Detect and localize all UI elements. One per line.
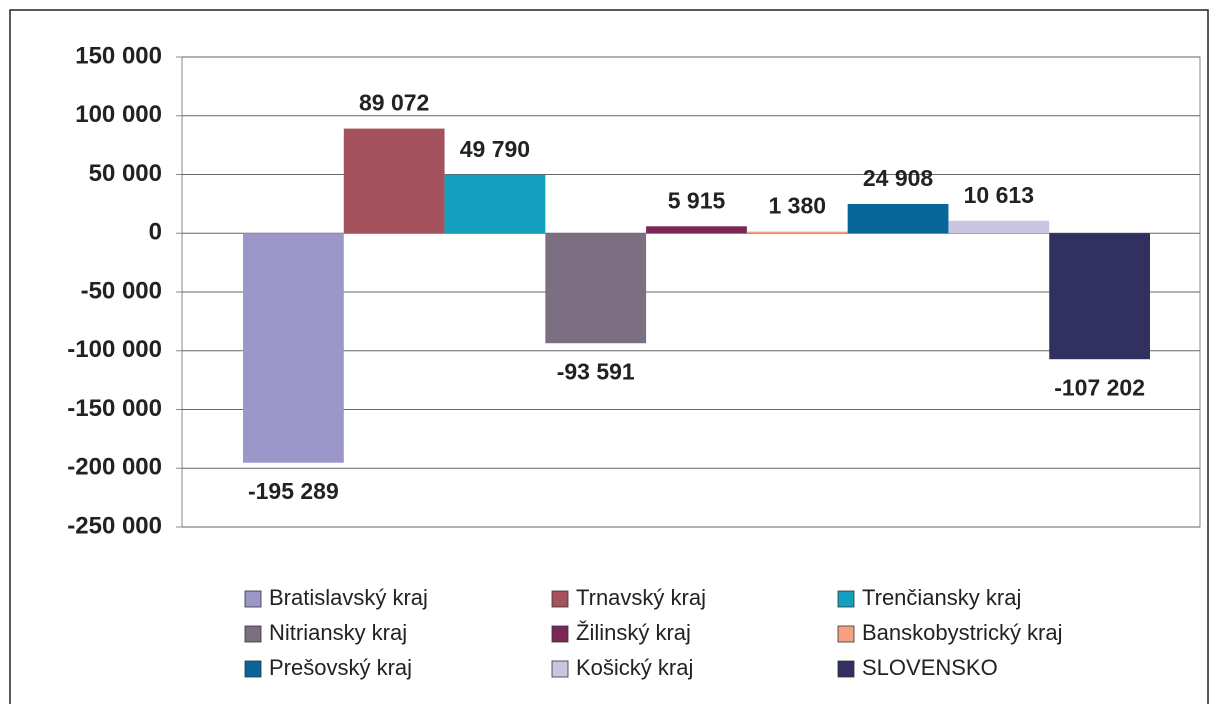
bar (1049, 233, 1150, 360)
legend-swatch (551, 590, 569, 608)
legend-label: Trnavský kraj (576, 585, 706, 610)
data-label: -93 591 (557, 358, 635, 384)
y-tick-label: 100 000 (75, 101, 162, 128)
bar (243, 233, 344, 463)
legend-swatch (244, 625, 262, 643)
y-tick-label: -50 000 (81, 277, 162, 304)
legend-label: Nitriansky kraj (269, 620, 407, 645)
data-label: 24 908 (863, 165, 934, 191)
y-tick-label: -250 000 (67, 512, 162, 539)
legend-label: Trenčiansky kraj (862, 585, 1021, 610)
bar (847, 203, 949, 234)
legend-swatch (837, 625, 855, 643)
y-tick-label: 50 000 (89, 160, 162, 187)
data-label: 89 072 (359, 90, 429, 116)
data-label: -195 289 (248, 478, 339, 504)
data-label: 5 915 (668, 187, 726, 213)
y-tick-label: -100 000 (67, 336, 162, 363)
legend-swatch (837, 660, 855, 678)
legend-swatch (551, 660, 569, 678)
bar (948, 220, 1050, 234)
legend-label: Prešovský kraj (269, 655, 412, 680)
legend-label: Banskobystrický kraj (862, 620, 1063, 645)
bar (343, 128, 445, 234)
y-tick-label: 0 (149, 219, 162, 246)
legend-label: Žilinský kraj (576, 620, 691, 645)
legend-label: Bratislavský kraj (269, 585, 428, 610)
y-tick-label: -150 000 (67, 395, 162, 422)
legend-swatch (244, 590, 262, 608)
y-tick-label: 150 000 (75, 42, 162, 69)
bar (646, 226, 747, 234)
data-label: 1 380 (768, 193, 826, 219)
legend-label: SLOVENSKO (862, 655, 998, 680)
legend-swatch (837, 590, 855, 608)
bar (444, 174, 546, 234)
y-tick-label: -200 000 (67, 454, 162, 481)
bar (545, 233, 647, 344)
data-label: -107 202 (1054, 374, 1145, 400)
data-label: 49 790 (460, 136, 530, 162)
legend-label: Košický kraj (576, 655, 693, 680)
legend-swatch (551, 625, 569, 643)
chart-frame (9, 9, 1209, 704)
legend-swatch (244, 660, 262, 678)
data-label: 10 613 (964, 182, 1034, 208)
bar (746, 231, 848, 234)
